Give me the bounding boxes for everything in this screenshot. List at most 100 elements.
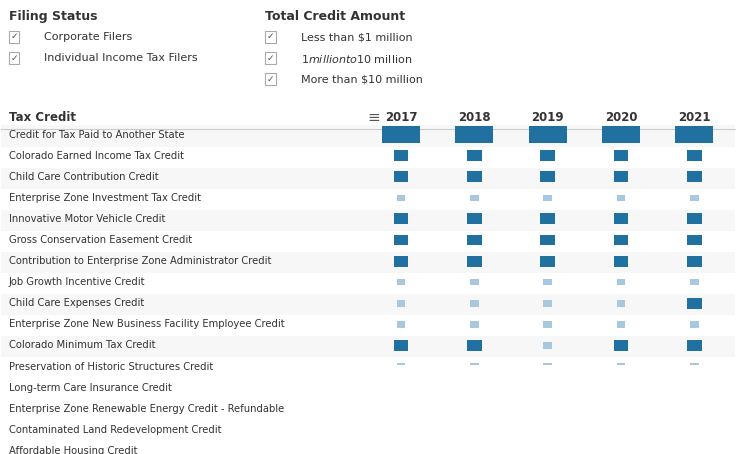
Bar xyxy=(687,235,701,246)
Bar xyxy=(540,235,555,246)
Text: 2020: 2020 xyxy=(605,110,637,123)
Bar xyxy=(1,125,735,147)
Bar xyxy=(397,363,406,370)
Bar xyxy=(470,300,478,306)
Bar xyxy=(394,340,408,351)
Text: Affordable Housing Credit: Affordable Housing Credit xyxy=(9,446,137,454)
Text: ✓: ✓ xyxy=(267,32,275,41)
Text: 2019: 2019 xyxy=(531,110,564,123)
Text: Tax Credit: Tax Credit xyxy=(9,110,76,123)
Text: ≡: ≡ xyxy=(367,110,381,125)
Bar xyxy=(467,340,481,351)
Text: ✓: ✓ xyxy=(267,54,275,62)
Bar xyxy=(617,300,626,306)
Bar xyxy=(540,382,555,393)
Bar xyxy=(617,405,626,412)
Bar xyxy=(543,194,552,201)
Text: Preservation of Historic Structures Credit: Preservation of Historic Structures Cred… xyxy=(9,361,213,371)
Text: Individual Income Tax Filers: Individual Income Tax Filers xyxy=(44,54,197,64)
Text: Total Credit Amount: Total Credit Amount xyxy=(266,10,406,24)
Text: Enterprise Zone Renewable Energy Credit - Refundable: Enterprise Zone Renewable Energy Credit … xyxy=(9,404,284,414)
Bar xyxy=(614,150,629,161)
Bar xyxy=(540,213,555,224)
Bar xyxy=(690,279,698,286)
Bar xyxy=(690,405,698,412)
Bar xyxy=(690,363,698,370)
Text: Enterprise Zone New Business Facility Employee Credit: Enterprise Zone New Business Facility Em… xyxy=(9,319,284,329)
Bar xyxy=(1,421,735,442)
Text: Job Growth Incentive Credit: Job Growth Incentive Credit xyxy=(9,277,145,287)
Bar xyxy=(617,279,626,286)
Bar xyxy=(617,448,626,454)
Bar xyxy=(467,424,481,435)
Bar xyxy=(617,194,626,201)
Text: Contaminated Land Redevelopment Credit: Contaminated Land Redevelopment Credit xyxy=(9,425,222,435)
Bar xyxy=(602,126,640,143)
Bar xyxy=(1,168,735,189)
Bar xyxy=(470,279,478,286)
Bar xyxy=(394,213,408,224)
Text: ✓: ✓ xyxy=(267,74,275,84)
Bar xyxy=(687,256,701,266)
Bar xyxy=(397,405,406,412)
Bar xyxy=(543,321,552,328)
Text: $1 million to $10 million: $1 million to $10 million xyxy=(300,54,411,65)
Bar xyxy=(1,210,735,231)
Text: Credit for Tax Paid to Another State: Credit for Tax Paid to Another State xyxy=(9,129,184,139)
Text: Gross Conservation Easement Credit: Gross Conservation Easement Credit xyxy=(9,235,192,245)
Bar xyxy=(690,194,698,201)
Bar xyxy=(543,363,552,370)
Bar xyxy=(690,427,698,433)
Bar xyxy=(1,294,735,315)
Bar xyxy=(394,150,408,161)
Bar xyxy=(528,126,567,143)
Bar xyxy=(394,235,408,246)
Bar xyxy=(1,336,735,357)
Text: Long-term Care Insurance Credit: Long-term Care Insurance Credit xyxy=(9,383,171,393)
Bar xyxy=(687,213,701,224)
Bar xyxy=(543,300,552,306)
Text: ✓: ✓ xyxy=(10,32,18,41)
Bar xyxy=(467,382,481,393)
Bar xyxy=(543,448,552,454)
Text: ✓: ✓ xyxy=(10,54,18,62)
Bar xyxy=(394,382,408,393)
Bar xyxy=(543,342,552,349)
Bar xyxy=(614,171,629,182)
Text: Less than $1 million: Less than $1 million xyxy=(300,32,412,42)
Bar xyxy=(394,424,408,435)
Bar xyxy=(397,300,406,306)
Bar xyxy=(687,171,701,182)
Bar xyxy=(614,213,629,224)
Bar xyxy=(675,126,713,143)
Bar xyxy=(617,363,626,370)
Text: Child Care Contribution Credit: Child Care Contribution Credit xyxy=(9,172,158,182)
Bar xyxy=(394,171,408,182)
Bar xyxy=(614,340,629,351)
Bar xyxy=(540,171,555,182)
Text: Corporate Filers: Corporate Filers xyxy=(44,32,132,42)
Bar xyxy=(467,256,481,266)
Bar xyxy=(470,194,478,201)
Bar xyxy=(687,150,701,161)
Bar xyxy=(690,448,698,454)
Text: 2017: 2017 xyxy=(385,110,417,123)
Bar xyxy=(617,321,626,328)
Bar xyxy=(467,213,481,224)
Bar xyxy=(470,363,478,370)
Text: More than $10 million: More than $10 million xyxy=(300,74,422,84)
Bar xyxy=(394,256,408,266)
Text: Enterprise Zone Investment Tax Credit: Enterprise Zone Investment Tax Credit xyxy=(9,193,201,203)
Text: Innovative Motor Vehicle Credit: Innovative Motor Vehicle Credit xyxy=(9,214,165,224)
Bar xyxy=(470,448,478,454)
Bar xyxy=(397,194,406,201)
Bar xyxy=(687,298,701,309)
Bar xyxy=(382,126,420,143)
Bar xyxy=(687,382,701,393)
Bar xyxy=(470,405,478,412)
Bar xyxy=(540,256,555,266)
Bar xyxy=(540,150,555,161)
Text: Contribution to Enterprise Zone Administrator Credit: Contribution to Enterprise Zone Administ… xyxy=(9,256,271,266)
Text: Filing Status: Filing Status xyxy=(9,10,97,24)
Text: Child Care Expenses Credit: Child Care Expenses Credit xyxy=(9,298,144,308)
